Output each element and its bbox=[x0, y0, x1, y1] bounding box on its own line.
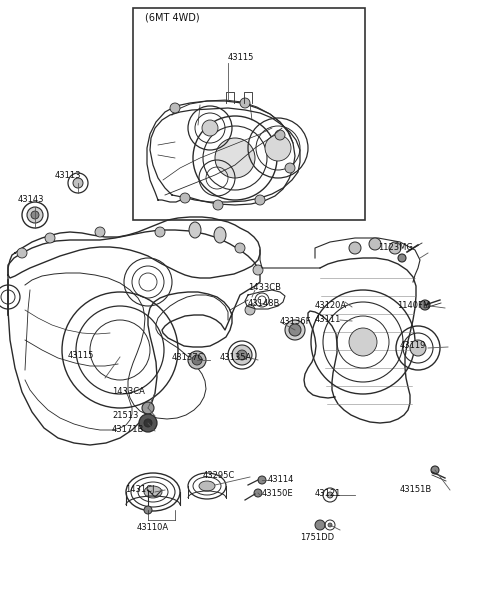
Text: 43114: 43114 bbox=[268, 475, 294, 483]
Circle shape bbox=[315, 520, 325, 530]
Circle shape bbox=[285, 163, 295, 173]
Text: 43110A: 43110A bbox=[137, 522, 169, 532]
Text: 43137C: 43137C bbox=[172, 353, 204, 362]
Circle shape bbox=[27, 207, 43, 223]
Circle shape bbox=[255, 195, 265, 205]
Circle shape bbox=[17, 248, 27, 258]
Text: 43295C: 43295C bbox=[203, 472, 235, 481]
Text: 1433CB: 1433CB bbox=[248, 283, 281, 292]
Text: (6MT 4WD): (6MT 4WD) bbox=[145, 13, 200, 23]
Circle shape bbox=[155, 227, 165, 237]
Circle shape bbox=[237, 350, 247, 360]
Circle shape bbox=[213, 200, 223, 210]
Circle shape bbox=[188, 351, 206, 369]
Circle shape bbox=[240, 98, 250, 108]
Circle shape bbox=[245, 305, 255, 315]
Text: 1140FM: 1140FM bbox=[397, 301, 430, 309]
Circle shape bbox=[265, 135, 291, 161]
Circle shape bbox=[192, 355, 202, 365]
Text: 43111: 43111 bbox=[315, 315, 341, 324]
Circle shape bbox=[410, 340, 426, 356]
Ellipse shape bbox=[214, 227, 226, 243]
Circle shape bbox=[95, 227, 105, 237]
Text: 1431CJ: 1431CJ bbox=[125, 486, 155, 495]
Circle shape bbox=[144, 419, 152, 427]
Text: 43136F: 43136F bbox=[280, 318, 312, 327]
Circle shape bbox=[369, 238, 381, 250]
Circle shape bbox=[420, 300, 430, 310]
Circle shape bbox=[142, 402, 154, 414]
Text: 43119: 43119 bbox=[400, 341, 426, 350]
Text: 43115: 43115 bbox=[68, 350, 95, 359]
Circle shape bbox=[328, 523, 332, 527]
Circle shape bbox=[254, 489, 262, 497]
Text: 1433CA: 1433CA bbox=[112, 388, 145, 396]
Text: 43135A: 43135A bbox=[220, 353, 252, 362]
Text: 43121: 43121 bbox=[315, 489, 341, 498]
Text: 43171B: 43171B bbox=[112, 425, 144, 434]
Text: 43143: 43143 bbox=[18, 196, 45, 205]
Bar bbox=[133, 8, 365, 220]
Circle shape bbox=[431, 466, 439, 474]
Text: 43115: 43115 bbox=[228, 54, 254, 62]
Circle shape bbox=[398, 254, 406, 262]
Circle shape bbox=[31, 211, 39, 219]
Circle shape bbox=[389, 242, 401, 254]
Ellipse shape bbox=[144, 486, 162, 498]
Text: 21513: 21513 bbox=[112, 411, 138, 420]
Text: 1123MG: 1123MG bbox=[378, 243, 413, 252]
Ellipse shape bbox=[189, 222, 201, 238]
Circle shape bbox=[275, 130, 285, 140]
Circle shape bbox=[289, 324, 301, 336]
Circle shape bbox=[232, 345, 252, 365]
Circle shape bbox=[180, 193, 190, 203]
Text: 43151B: 43151B bbox=[400, 486, 432, 495]
Ellipse shape bbox=[199, 481, 215, 491]
Text: 43150E: 43150E bbox=[262, 489, 294, 498]
Text: 43148B: 43148B bbox=[248, 298, 280, 307]
Text: 43113: 43113 bbox=[55, 170, 82, 179]
Circle shape bbox=[144, 506, 152, 514]
Circle shape bbox=[202, 120, 218, 136]
Circle shape bbox=[170, 103, 180, 113]
Circle shape bbox=[327, 492, 333, 498]
Circle shape bbox=[258, 476, 266, 484]
Circle shape bbox=[139, 414, 157, 432]
Circle shape bbox=[285, 320, 305, 340]
Circle shape bbox=[235, 243, 245, 253]
Circle shape bbox=[349, 242, 361, 254]
Circle shape bbox=[73, 178, 83, 188]
Circle shape bbox=[253, 265, 263, 275]
Circle shape bbox=[215, 138, 255, 178]
Text: 43120A: 43120A bbox=[315, 301, 347, 309]
Circle shape bbox=[45, 233, 55, 243]
Text: 1751DD: 1751DD bbox=[300, 533, 334, 542]
Circle shape bbox=[349, 328, 377, 356]
